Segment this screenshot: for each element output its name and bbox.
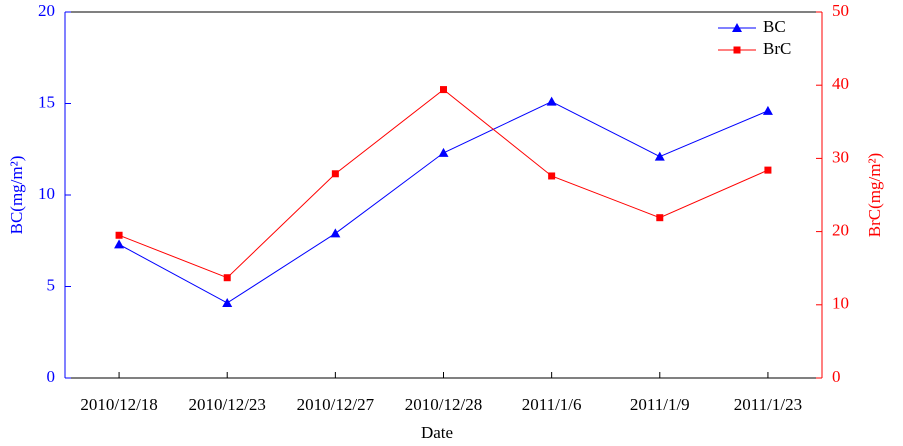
x-tick-label: 2010/12/27 xyxy=(297,395,375,414)
point xyxy=(438,147,449,157)
series-line xyxy=(118,88,769,279)
y-tick-label: 0 xyxy=(47,367,56,386)
y-tick-label: 15 xyxy=(38,92,55,111)
x-tick-label: 2011/1/23 xyxy=(734,395,802,414)
x-tick-label: 2011/1/9 xyxy=(630,395,690,414)
legend-marker xyxy=(733,46,741,54)
legend-label: BrC xyxy=(763,39,791,58)
point xyxy=(330,228,341,238)
y-tick-label: 20 xyxy=(38,1,55,20)
point xyxy=(440,86,447,94)
y2-tick-label: 10 xyxy=(832,294,849,313)
y-tick-label: 5 xyxy=(47,275,56,294)
point xyxy=(546,96,557,106)
point xyxy=(223,274,231,282)
x-tick-label: 2010/12/28 xyxy=(405,395,482,414)
series-line xyxy=(118,101,769,304)
point xyxy=(115,231,123,239)
point xyxy=(654,151,665,161)
y-axis-title: BC(mg/m²) xyxy=(7,156,26,235)
x-tick-label: 2010/12/23 xyxy=(188,395,265,414)
point xyxy=(548,172,556,180)
x-tick-label: 2011/1/6 xyxy=(522,395,582,414)
y2-axis-title: BrC(mg/m²) xyxy=(865,153,884,237)
x-axis-title: Date xyxy=(421,423,453,442)
point xyxy=(114,239,125,249)
point xyxy=(764,166,772,174)
x-tick-label: 2010/12/18 xyxy=(80,395,157,414)
y2-tick-label: 40 xyxy=(832,74,849,93)
point xyxy=(222,297,233,307)
y2-tick-label: 0 xyxy=(832,367,841,386)
legend-marker xyxy=(732,23,742,32)
y2-tick-label: 20 xyxy=(832,221,849,240)
y2-tick-label: 50 xyxy=(832,1,849,20)
point xyxy=(656,214,664,222)
y-tick-label: 10 xyxy=(38,184,55,203)
legend-label: BC xyxy=(763,17,786,36)
point xyxy=(762,105,773,115)
y2-tick-label: 30 xyxy=(832,147,849,166)
point xyxy=(331,170,339,178)
